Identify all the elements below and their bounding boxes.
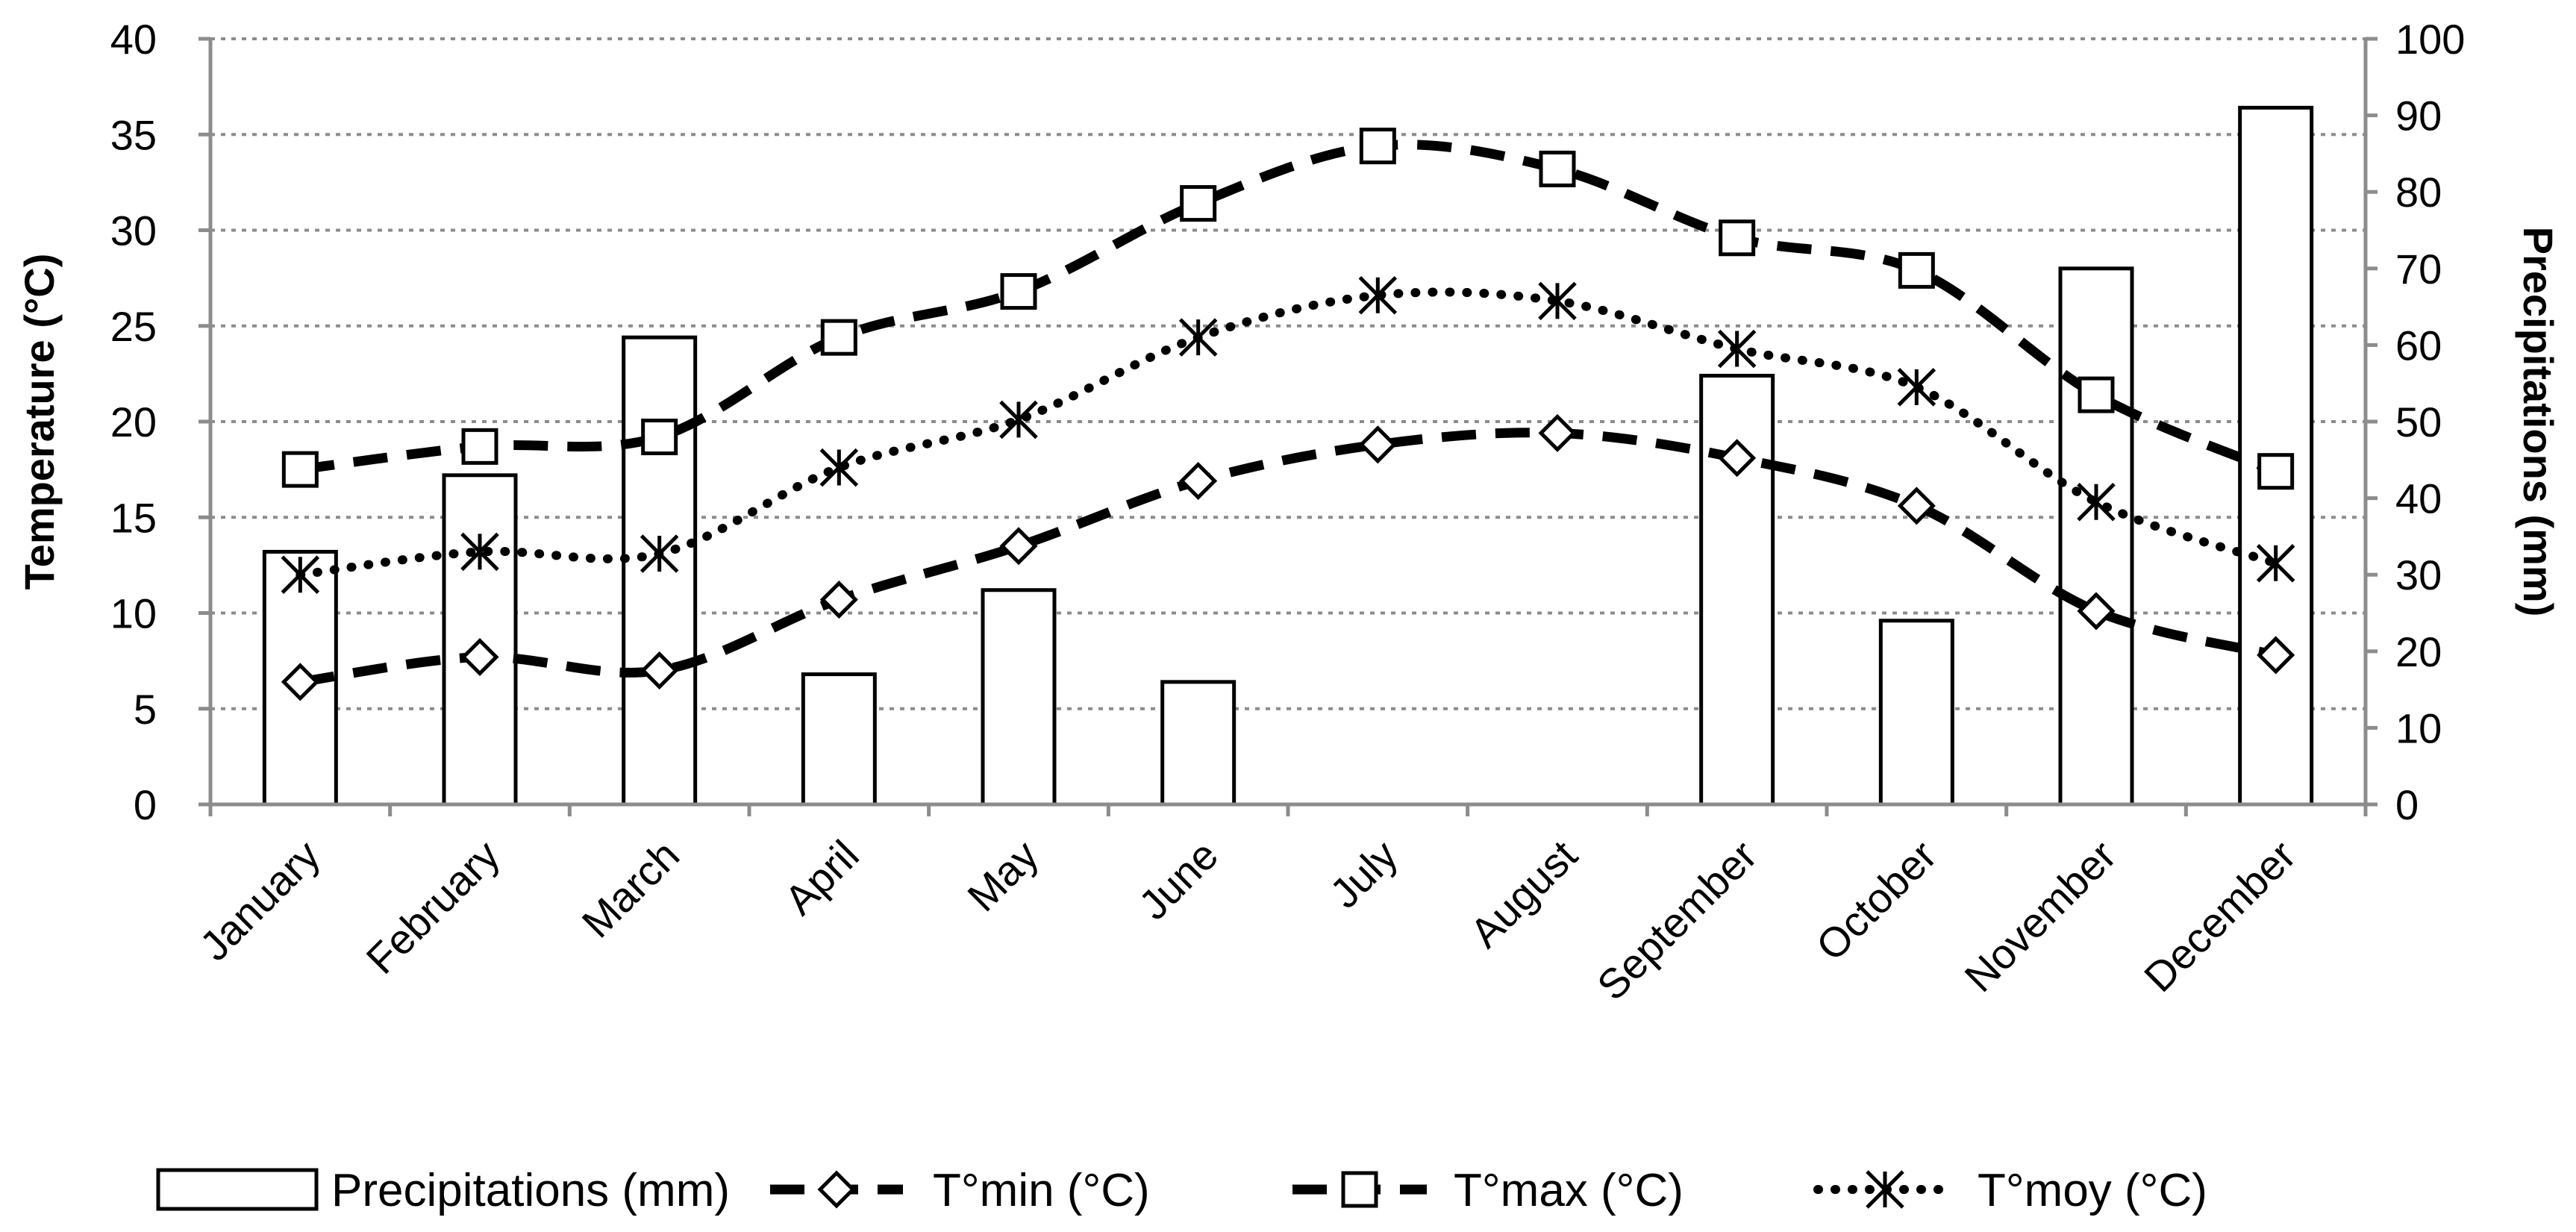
star-marker: [2256, 544, 2295, 583]
legend-label: T°max (°C): [1454, 1165, 1684, 1216]
left-tick-label: 0: [134, 781, 157, 828]
precipitation-bar: [2058, 266, 2134, 807]
left-tick-label: 20: [110, 398, 157, 445]
legend-diamond-marker: [817, 1170, 856, 1209]
right-axis-title: Precipitations (mm): [2515, 227, 2562, 617]
legend-label: T°min (°C): [933, 1165, 1150, 1216]
star-marker: [1358, 275, 1398, 315]
square-marker: [1898, 251, 1935, 289]
star-marker: [1717, 329, 1757, 369]
right-tick-label: 80: [2395, 169, 2442, 216]
left-tick-label: 5: [134, 686, 157, 733]
legend-label: Precipitations (mm): [331, 1165, 730, 1216]
star-marker: [2077, 482, 2116, 522]
line-diamond-series: [299, 428, 2278, 687]
diamond-marker: [2077, 592, 2116, 631]
right-tick-label: 10: [2395, 704, 2442, 751]
star-marker: [1178, 318, 1218, 357]
star-marker: [281, 555, 320, 594]
square-marker: [1539, 150, 1576, 187]
star-marker: [819, 448, 859, 487]
star-marker: [460, 532, 499, 572]
precipitation-bar: [801, 672, 877, 807]
diamond-marker: [999, 527, 1038, 566]
square-marker: [641, 419, 678, 456]
square-marker: [2078, 376, 2115, 413]
temperature-lines: [281, 128, 2295, 701]
diamond-marker: [1358, 425, 1397, 464]
diamond-marker: [640, 651, 679, 690]
right-tick-label: 0: [2395, 781, 2419, 828]
star-marker: [1897, 368, 1936, 407]
square-marker: [1000, 273, 1037, 310]
square-marker: [2257, 453, 2295, 490]
left-tick-label: 40: [110, 16, 157, 63]
axis-titles: Temperature (°C) Precipitations (mm): [16, 227, 2562, 617]
legend-label: T°moy (°C): [1978, 1165, 2207, 1216]
square-marker: [1180, 185, 1217, 222]
gridlines: [210, 37, 2366, 710]
right-tick-label: 40: [2395, 475, 2442, 522]
square-marker: [1359, 128, 1396, 165]
right-tick-label: 50: [2395, 398, 2442, 445]
axes: [198, 37, 2378, 816]
right-tick-label: 90: [2395, 93, 2442, 140]
legend-star-marker: [1866, 1170, 1904, 1209]
precipitation-bar: [1160, 680, 1237, 807]
x-tick-label: September: [1588, 831, 1766, 1009]
diamond-marker: [1718, 439, 1757, 478]
star-marker: [1538, 281, 1577, 321]
x-tick-label: October: [1807, 831, 1945, 969]
x-tick-label: November: [1955, 831, 2125, 1001]
diamond-marker: [2257, 636, 2295, 675]
x-tick-label: June: [1130, 831, 1227, 928]
right-tick-label: 70: [2395, 246, 2442, 293]
square-marker: [281, 451, 319, 488]
left-tick-label: 35: [110, 111, 157, 158]
x-tick-label: August: [1461, 831, 1586, 957]
star-marker: [640, 534, 679, 573]
right-tick-label: 20: [2395, 628, 2442, 675]
x-tick-label: March: [573, 831, 689, 947]
legend: Precipitations (mm) T°min (°C) T°max (°C) T…: [156, 1165, 2207, 1216]
left-tick-label: 15: [110, 494, 157, 541]
left-tick-label: 25: [110, 303, 157, 350]
square-marker: [820, 319, 857, 356]
x-tick-label: February: [357, 831, 508, 983]
diamond-marker: [281, 663, 319, 701]
left-axis-title: Temperature (°C): [16, 254, 63, 590]
diamond-marker: [819, 581, 858, 619]
right-tick-label: 60: [2395, 322, 2442, 369]
left-tick-label: 10: [110, 590, 157, 637]
legend-precip-swatch: [156, 1168, 319, 1211]
x-tick-label: May: [958, 831, 1047, 920]
diamond-marker: [460, 637, 499, 677]
diamond-marker: [1897, 487, 1936, 525]
x-tick-label: July: [1321, 831, 1407, 917]
square-marker: [1719, 219, 1756, 257]
precipitation-bar: [1878, 619, 1954, 807]
x-tick-label: January: [190, 831, 328, 969]
left-tick-label: 30: [110, 207, 157, 254]
line-star-series: [296, 287, 2280, 580]
precipitation-bar: [981, 588, 1057, 807]
square-marker: [461, 428, 498, 465]
diamond-marker: [1538, 413, 1577, 452]
right-tick-label: 30: [2395, 551, 2442, 598]
right-tick-label: 100: [2395, 16, 2465, 63]
x-tick-label: December: [2135, 831, 2304, 1001]
x-tick-label: April: [775, 831, 868, 924]
diamond-marker: [1179, 461, 1218, 501]
star-marker: [999, 400, 1038, 440]
legend-square-marker: [1341, 1171, 1378, 1208]
